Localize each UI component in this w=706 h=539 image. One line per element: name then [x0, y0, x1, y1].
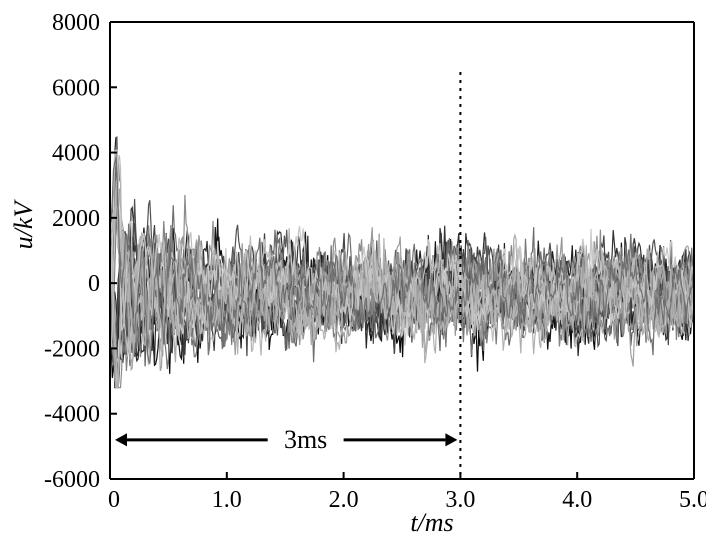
y-tick-label: 4000 — [52, 141, 100, 167]
annotation-text: 3ms — [284, 425, 327, 454]
x-tick-label: 5.0 — [679, 487, 706, 513]
y-axis-label: u/kV — [9, 199, 38, 250]
line-chart: 3ms -6000 -4000 -2000 0 2000 4000 6000 8000 0 1.0 2… — [0, 0, 706, 539]
x-tick-label: 2.0 — [329, 487, 359, 513]
x-tick-label: 4.0 — [562, 487, 592, 513]
x-axis-label: t/ms — [410, 508, 453, 537]
y-tick-label: 2000 — [52, 206, 100, 232]
y-tick-label: 8000 — [52, 10, 100, 36]
chart-container: 3ms -6000 -4000 -2000 0 2000 4000 6000 8000 0 1.0 2… — [0, 0, 706, 539]
y-tick-label: -4000 — [44, 402, 100, 428]
y-tick-label: 6000 — [52, 75, 100, 101]
x-tick-label: 0 — [108, 487, 120, 513]
y-tick-label: -2000 — [44, 336, 100, 362]
y-tick-label: 0 — [88, 271, 100, 297]
y-tick-label: -6000 — [44, 467, 100, 493]
x-tick-label: 1.0 — [212, 487, 242, 513]
